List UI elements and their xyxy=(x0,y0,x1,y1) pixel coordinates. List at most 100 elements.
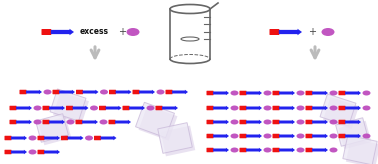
FancyBboxPatch shape xyxy=(240,134,246,138)
FancyBboxPatch shape xyxy=(339,91,345,95)
Text: +: + xyxy=(308,27,316,37)
Ellipse shape xyxy=(363,133,370,139)
FancyBboxPatch shape xyxy=(339,120,345,124)
FancyBboxPatch shape xyxy=(9,106,17,110)
FancyArrow shape xyxy=(213,120,229,124)
FancyArrow shape xyxy=(116,90,132,94)
Text: +: + xyxy=(118,27,126,37)
FancyBboxPatch shape xyxy=(270,29,279,35)
FancyBboxPatch shape xyxy=(42,120,50,124)
Ellipse shape xyxy=(127,28,139,36)
FancyBboxPatch shape xyxy=(20,90,26,94)
Polygon shape xyxy=(39,117,71,145)
Ellipse shape xyxy=(28,150,37,154)
Polygon shape xyxy=(323,97,359,129)
FancyBboxPatch shape xyxy=(66,106,73,110)
Ellipse shape xyxy=(296,120,305,124)
FancyArrow shape xyxy=(139,90,155,94)
FancyArrow shape xyxy=(345,91,361,95)
Ellipse shape xyxy=(263,120,271,124)
FancyArrow shape xyxy=(279,91,295,95)
Ellipse shape xyxy=(28,135,37,141)
FancyArrow shape xyxy=(68,136,84,140)
FancyArrow shape xyxy=(312,106,328,110)
FancyArrow shape xyxy=(279,148,295,152)
FancyArrow shape xyxy=(246,106,262,110)
FancyBboxPatch shape xyxy=(108,120,116,124)
FancyBboxPatch shape xyxy=(240,91,246,95)
FancyArrow shape xyxy=(82,120,98,124)
Ellipse shape xyxy=(263,91,271,95)
FancyArrow shape xyxy=(44,150,60,154)
Ellipse shape xyxy=(322,28,335,36)
Ellipse shape xyxy=(263,147,271,153)
FancyArrow shape xyxy=(312,91,328,95)
Ellipse shape xyxy=(85,135,93,141)
FancyBboxPatch shape xyxy=(273,134,280,138)
FancyArrow shape xyxy=(26,90,42,94)
FancyBboxPatch shape xyxy=(5,136,12,140)
FancyArrow shape xyxy=(213,148,229,152)
FancyBboxPatch shape xyxy=(76,90,83,94)
Ellipse shape xyxy=(34,105,42,111)
FancyArrow shape xyxy=(73,106,88,110)
Ellipse shape xyxy=(330,105,338,111)
Ellipse shape xyxy=(231,147,239,153)
FancyBboxPatch shape xyxy=(240,106,246,110)
Ellipse shape xyxy=(231,133,239,139)
FancyBboxPatch shape xyxy=(305,134,313,138)
Ellipse shape xyxy=(147,105,155,111)
Polygon shape xyxy=(320,94,356,126)
Ellipse shape xyxy=(263,133,271,139)
FancyBboxPatch shape xyxy=(9,120,17,124)
FancyArrow shape xyxy=(115,120,131,124)
Ellipse shape xyxy=(363,91,370,95)
FancyArrow shape xyxy=(16,120,32,124)
Polygon shape xyxy=(346,138,378,164)
FancyBboxPatch shape xyxy=(240,148,246,152)
FancyArrow shape xyxy=(172,90,188,94)
Ellipse shape xyxy=(99,120,107,124)
FancyBboxPatch shape xyxy=(155,106,163,110)
FancyBboxPatch shape xyxy=(273,148,280,152)
FancyArrow shape xyxy=(44,136,60,140)
Ellipse shape xyxy=(330,91,338,95)
Ellipse shape xyxy=(90,105,98,111)
Ellipse shape xyxy=(67,120,74,124)
FancyArrow shape xyxy=(82,90,99,94)
FancyArrow shape xyxy=(312,120,328,124)
FancyBboxPatch shape xyxy=(109,90,116,94)
Text: excess: excess xyxy=(80,28,109,37)
FancyArrow shape xyxy=(213,91,229,95)
Ellipse shape xyxy=(296,147,305,153)
FancyArrow shape xyxy=(279,29,302,35)
FancyArrow shape xyxy=(213,106,229,110)
FancyBboxPatch shape xyxy=(273,120,280,124)
FancyArrow shape xyxy=(49,106,65,110)
FancyArrow shape xyxy=(49,120,65,124)
FancyBboxPatch shape xyxy=(94,136,101,140)
FancyArrow shape xyxy=(312,134,328,138)
FancyBboxPatch shape xyxy=(76,120,82,124)
FancyArrow shape xyxy=(279,120,295,124)
FancyBboxPatch shape xyxy=(5,150,12,154)
FancyArrow shape xyxy=(101,136,116,140)
FancyBboxPatch shape xyxy=(53,90,60,94)
FancyArrow shape xyxy=(312,148,328,152)
Ellipse shape xyxy=(363,105,370,111)
FancyBboxPatch shape xyxy=(339,134,345,138)
Polygon shape xyxy=(136,102,175,138)
FancyArrow shape xyxy=(246,148,262,152)
Ellipse shape xyxy=(296,105,305,111)
FancyArrow shape xyxy=(345,120,361,124)
Ellipse shape xyxy=(156,90,164,94)
FancyBboxPatch shape xyxy=(42,106,50,110)
Polygon shape xyxy=(138,105,178,141)
FancyArrow shape xyxy=(162,106,178,110)
FancyBboxPatch shape xyxy=(99,106,106,110)
FancyArrow shape xyxy=(246,91,262,95)
FancyArrow shape xyxy=(11,136,27,140)
FancyArrow shape xyxy=(129,106,145,110)
FancyArrow shape xyxy=(51,29,74,35)
FancyArrow shape xyxy=(279,106,295,110)
